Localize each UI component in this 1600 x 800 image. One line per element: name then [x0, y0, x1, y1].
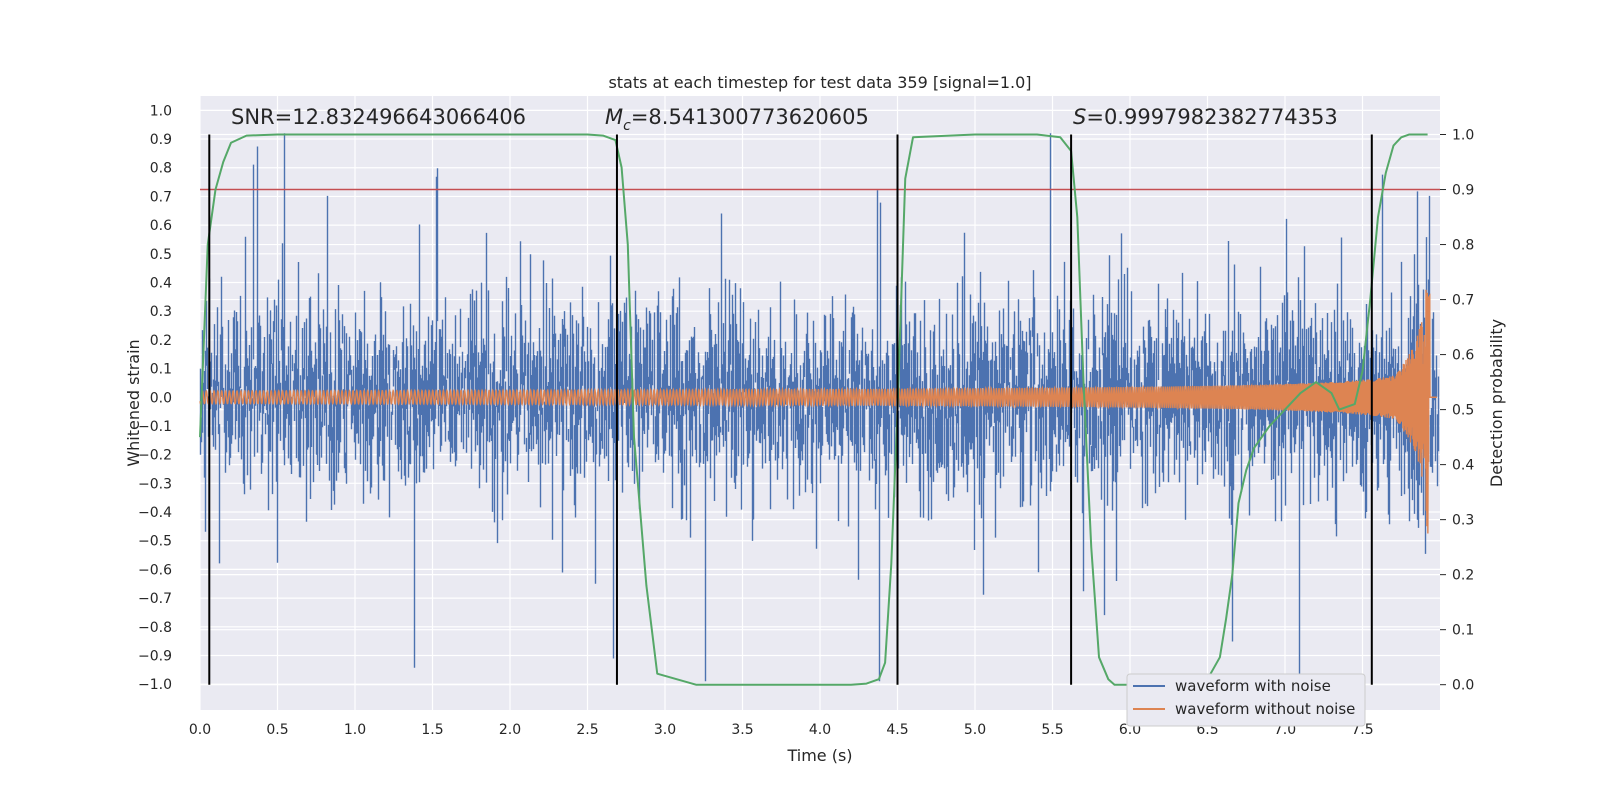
vertical-marker-layer	[208, 134, 1373, 685]
x-tick-label: 4.5	[886, 722, 908, 738]
y2-tick-label: 0.2	[1452, 568, 1474, 584]
detection-probability-layer	[199, 133, 1440, 686]
snr-annotation: SNR=12.832496643066406	[231, 105, 526, 129]
x-tick-label: 2.0	[499, 722, 521, 738]
y2-tick-label: 0.5	[1452, 403, 1474, 419]
legend-box	[1126, 673, 1366, 727]
x-tick-label: 1.5	[421, 722, 443, 738]
series-waveform-without-noise	[199, 289, 1437, 534]
series-detection-probability	[199, 133, 1428, 686]
y-tick-label: 0.8	[150, 161, 172, 177]
legend-label-noisy: waveform with noise	[1175, 677, 1331, 695]
x-tick-label: 5.0	[964, 722, 986, 738]
y-tick-label: 0.6	[150, 218, 172, 234]
x-axis-label: Time (s)	[786, 746, 852, 765]
y-tick-label: 1.0	[150, 103, 172, 119]
y2-tick-label: 0.9	[1452, 183, 1474, 199]
y-axis-label: Whitened strain	[124, 339, 143, 466]
y-tick-label: 0.3	[150, 304, 172, 320]
x-tick-label: 5.5	[1041, 722, 1063, 738]
y2-tick-label: 0.1	[1452, 623, 1474, 639]
y-tick-label: 0.4	[150, 275, 172, 291]
x-tick-label: 1.0	[344, 722, 366, 738]
y-tick-label: −0.9	[138, 648, 172, 664]
legend-label-clean: waveform without noise	[1175, 700, 1355, 718]
x-tick-label: 3.0	[654, 722, 676, 738]
y-tick-label: 0.7	[150, 189, 172, 205]
y-tick-label: −0.5	[138, 534, 172, 550]
clean-waveform-layer	[199, 289, 1437, 534]
significance-value: =0.9997982382774353	[1086, 105, 1337, 129]
y2-tick-label: 0.8	[1452, 238, 1474, 254]
y-tick-label: 0.0	[150, 390, 172, 406]
y-tick-label: 0.9	[150, 132, 172, 148]
significance-annotation: S=0.9997982382774353	[1073, 105, 1338, 129]
legend: waveform with noise waveform without noi…	[1126, 673, 1366, 727]
y2-axis-label: Detection probability	[1487, 319, 1506, 487]
y-tick-label: −0.7	[138, 591, 172, 607]
y2-axis-ticks: 1.0 0.9 0.8 0.7 0.6 0.5 0.4 0.3 0.2 0.1 0.0	[1440, 128, 1474, 694]
x-tick-label: 3.5	[731, 722, 753, 738]
chirp-mass-symbol: M	[605, 105, 623, 129]
y2-tick-label: 0.7	[1452, 293, 1474, 309]
y-tick-label: 0.1	[150, 362, 172, 378]
y-tick-label: −1.0	[138, 677, 172, 693]
y2-tick-label: 0.6	[1452, 348, 1474, 364]
y-tick-label: −0.8	[138, 620, 172, 636]
y-tick-label: −0.2	[138, 448, 172, 464]
y2-tick-label: 0.3	[1452, 513, 1474, 529]
y-tick-label: −0.3	[138, 476, 172, 492]
chirp-mass-value: =8.541300773620605	[631, 105, 869, 129]
x-tick-label: 2.5	[576, 722, 598, 738]
x-tick-label: 0.5	[266, 722, 288, 738]
y-tick-label: 0.2	[150, 333, 172, 349]
chirp-mass-annotation: Mc=8.541300773620605	[605, 105, 869, 134]
y-tick-label: 0.5	[150, 247, 172, 263]
y2-tick-label: 0.4	[1452, 458, 1474, 474]
chart-title: stats at each timestep for test data 359…	[608, 73, 1031, 92]
y2-tick-label: 0.0	[1452, 678, 1474, 694]
x-tick-label: 4.0	[809, 722, 831, 738]
y2-tick-label: 1.0	[1452, 128, 1474, 144]
y-tick-label: −0.1	[138, 419, 172, 435]
y-tick-label: −0.6	[138, 562, 172, 578]
chirp-mass-subscript: c	[623, 118, 631, 134]
x-tick-label: 0.0	[189, 722, 211, 738]
significance-symbol: S	[1073, 105, 1086, 129]
y-axis-ticks: 1.0 0.9 0.8 0.7 0.6 0.5 0.4 0.3 0.2 0.1 0.0 −0.1 −0.…	[138, 103, 172, 693]
y-tick-label: −0.4	[138, 505, 172, 521]
